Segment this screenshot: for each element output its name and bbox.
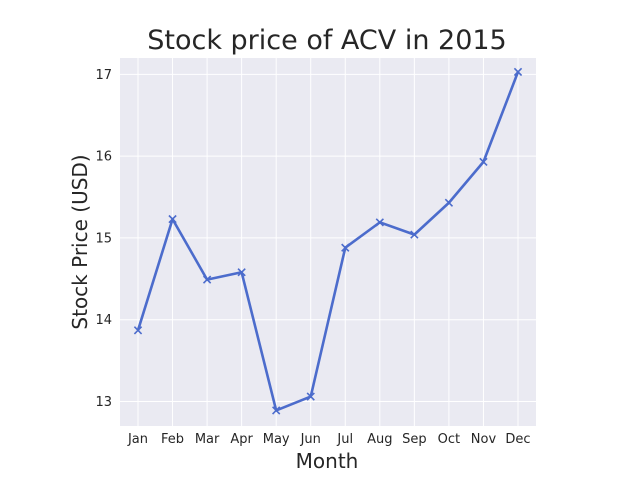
data-point-marker: [133, 326, 143, 335]
marker-stroke: [272, 406, 281, 415]
x-tick-label: Sep: [402, 432, 427, 447]
x-tick-label: Feb: [161, 432, 184, 447]
x-tick-label: May: [263, 432, 290, 447]
x-tick-label: Apr: [230, 432, 253, 447]
x-tick-label: Nov: [471, 432, 497, 447]
data-point-marker: [202, 275, 212, 284]
data-point-marker: [444, 198, 454, 207]
data-point-marker: [341, 243, 350, 252]
data-point-marker: [237, 268, 246, 277]
data-point-marker: [479, 157, 488, 167]
marker-stroke: [341, 243, 350, 252]
marker-stroke: [375, 218, 384, 227]
y-axis-ticks: 13 14 15 16 17: [95, 68, 112, 410]
x-tick-label: Jun: [300, 432, 321, 447]
series-layer: [133, 67, 523, 415]
marker-stroke: [410, 230, 419, 239]
x-tick-label: Oct: [438, 432, 460, 447]
x-axis-ticks: Jan Feb Mar Apr May Jun Jul Aug Sep Oct Nov Dec: [127, 432, 531, 447]
marker-stroke: [237, 268, 246, 277]
data-point-marker: [272, 406, 281, 415]
x-tick-label: Aug: [367, 432, 392, 447]
y-axis-label: Stock Price (USD): [68, 154, 92, 329]
data-point-marker: [306, 392, 315, 401]
data-point-marker: [513, 67, 523, 77]
data-point-marker: [375, 218, 384, 227]
data-point-marker: [410, 230, 419, 239]
chart-title: Stock price of ACV in 2015: [147, 25, 507, 56]
y-tick-label: 17: [95, 68, 112, 83]
marker-stroke: [306, 392, 315, 401]
y-tick-label: 15: [95, 231, 112, 246]
marker-stroke: [202, 275, 212, 284]
marker-stroke: [513, 67, 523, 77]
y-tick-label: 16: [95, 150, 112, 165]
marker-stroke: [133, 326, 143, 335]
data-point-marker: [168, 214, 177, 224]
x-tick-label: Mar: [195, 432, 220, 447]
grid-lines: [120, 58, 536, 426]
x-tick-label: Dec: [505, 432, 530, 447]
plot-area: [120, 58, 536, 426]
x-tick-label: Jul: [336, 432, 353, 447]
y-tick-label: 13: [95, 395, 112, 410]
y-tick-label: 14: [95, 313, 112, 328]
marker-stroke: [168, 214, 177, 224]
x-axis-label: Month: [296, 449, 359, 473]
marker-stroke: [479, 157, 488, 167]
x-tick-label: Jan: [127, 432, 148, 447]
marker-stroke: [444, 198, 454, 207]
series-line: [136, 71, 520, 412]
